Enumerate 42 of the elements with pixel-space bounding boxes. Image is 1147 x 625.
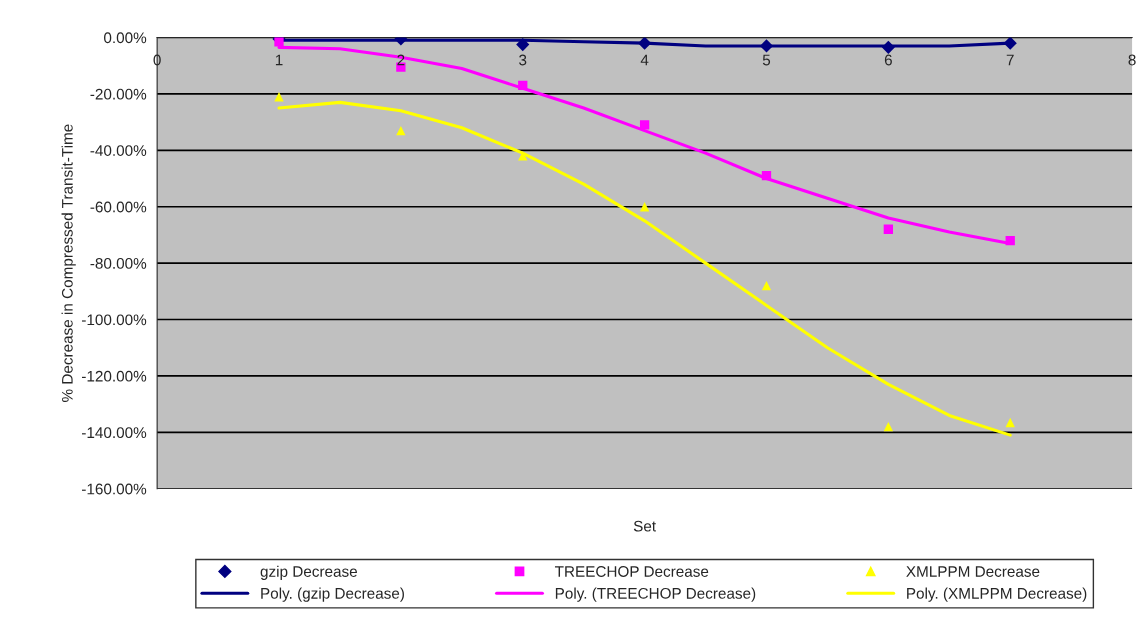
x-tick-label: 5: [762, 54, 771, 66]
point: [881, 40, 895, 54]
point: [639, 120, 650, 130]
point: [1003, 37, 1017, 50]
point: [518, 80, 528, 91]
y-tick-label: 0.00%: [104, 32, 147, 44]
point: [518, 151, 528, 161]
point: [1005, 235, 1015, 246]
point: [639, 202, 650, 212]
x-tick-label: 6: [884, 54, 892, 66]
legend-label: Poly. (gzip Decrease): [261, 587, 404, 602]
point: [759, 39, 774, 53]
point: [1005, 417, 1015, 428]
y-axis-title: % Decrease in Compressed Transit-Time: [61, 124, 76, 402]
y-tick-label: -20.00%: [90, 88, 147, 100]
x-tick-label: 8: [1128, 54, 1136, 66]
point: [883, 422, 894, 432]
y-tick-label: -80.00%: [90, 257, 147, 269]
legend-label: Poly. (XMLPPM Decrease): [907, 587, 1087, 602]
x-axis-title: Set: [633, 520, 656, 532]
y-tick-label: -120.00%: [82, 370, 147, 382]
y-tick-label: -160.00%: [82, 483, 147, 495]
x-tick-label: 1: [275, 54, 283, 66]
y-tick-label: -40.00%: [90, 145, 147, 156]
legend-label: gzip Decrease: [260, 565, 357, 580]
x-tick-label: 7: [1006, 54, 1014, 66]
y-tick-label: -60.00%: [90, 201, 147, 213]
legend-label: XMLPPM Decrease: [906, 566, 1040, 577]
legend-label: Poly. (TREECHOP Decrease): [555, 587, 756, 602]
x-tick-label: 3: [519, 54, 527, 66]
point: [761, 171, 772, 181]
point: [883, 224, 894, 234]
y-tick-label: -140.00%: [82, 427, 147, 439]
point: [274, 92, 284, 102]
point: [516, 37, 530, 52]
line-series: [277, 100, 1012, 437]
x-tick-label: 4: [640, 54, 649, 66]
point: [396, 125, 406, 136]
point: [761, 281, 772, 291]
y-tick-label: -100.00%: [82, 314, 147, 326]
point: [638, 37, 652, 50]
legend-label: TREECHOP Decrease: [554, 566, 709, 577]
